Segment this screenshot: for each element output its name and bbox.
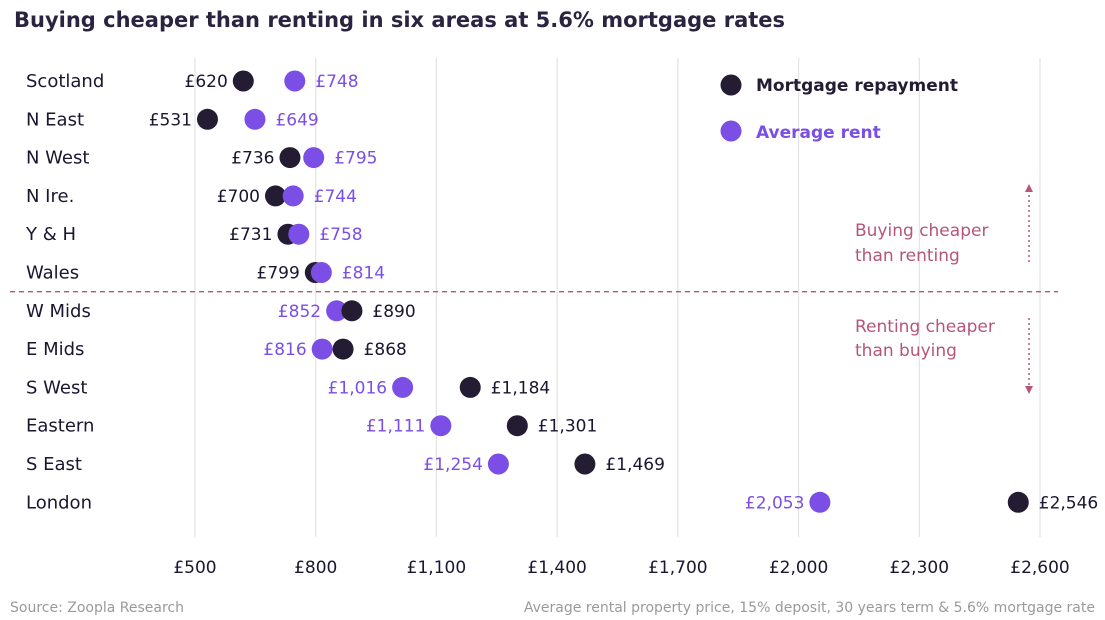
mortgage-point bbox=[264, 185, 286, 207]
rent-point bbox=[392, 376, 414, 398]
rent-value-label: £1,016 bbox=[328, 378, 387, 398]
legend-mortgage-label: Mortgage repayment bbox=[756, 76, 958, 96]
mortgage-value-label: £736 bbox=[231, 149, 274, 169]
x-tick-label: £500 bbox=[173, 558, 216, 578]
rent-value-label: £1,111 bbox=[366, 417, 425, 437]
rent-value-label: £744 bbox=[314, 187, 357, 207]
rent-value-label: £816 bbox=[263, 340, 306, 360]
rent-value-label: £758 bbox=[319, 225, 362, 245]
mortgage-value-label: £1,301 bbox=[538, 417, 597, 437]
annotation-upper-line1: Buying cheaper bbox=[855, 221, 988, 241]
category-label: Y & H bbox=[25, 224, 76, 245]
x-tick-label: £1,700 bbox=[648, 558, 707, 578]
mortgage-value-label: £731 bbox=[229, 225, 272, 245]
mortgage-point bbox=[232, 70, 254, 92]
x-tick-label: £2,600 bbox=[1010, 558, 1069, 578]
category-label: London bbox=[26, 492, 92, 513]
x-axis-ticks: £500 £800 £1,100 £1,400 £1,700 £2,000 £2,300 £2… bbox=[173, 558, 1069, 578]
rent-point bbox=[311, 338, 333, 360]
category-label: S East bbox=[26, 454, 82, 475]
legend-rent-label: Average rent bbox=[756, 123, 881, 143]
category-label: Eastern bbox=[26, 416, 94, 437]
footer-source: Source: Zoopla Research bbox=[10, 600, 184, 616]
rent-value-label: £649 bbox=[275, 110, 318, 130]
annotation-upper: Buying cheaper than renting bbox=[855, 184, 1033, 266]
x-tick-label: £2,000 bbox=[769, 558, 828, 578]
rent-point bbox=[809, 491, 831, 513]
x-tick-label: £1,400 bbox=[527, 558, 586, 578]
mortgage-point bbox=[1007, 491, 1029, 513]
mortgage-point bbox=[574, 453, 596, 475]
chart-title: Buying cheaper than renting in six areas… bbox=[14, 8, 785, 32]
legend-rent-marker bbox=[720, 120, 742, 142]
mortgage-value-label: £620 bbox=[185, 72, 228, 92]
category-label: N West bbox=[26, 148, 89, 169]
rent-value-label: £852 bbox=[278, 302, 321, 322]
mortgage-value-label: £890 bbox=[372, 302, 415, 322]
mortgage-point bbox=[459, 376, 481, 398]
x-tick-label: £2,300 bbox=[890, 558, 949, 578]
category-label: Wales bbox=[26, 263, 79, 284]
mortgage-value-label: £799 bbox=[257, 264, 300, 284]
rent-value-label: £795 bbox=[334, 149, 377, 169]
x-tick-label: £800 bbox=[294, 558, 337, 578]
rent-value-label: £748 bbox=[315, 72, 358, 92]
mortgage-point bbox=[341, 300, 363, 322]
rent-point bbox=[244, 108, 266, 130]
rent-point bbox=[326, 300, 348, 322]
annotation-lower-line1: Renting cheaper bbox=[855, 317, 995, 337]
rent-point bbox=[284, 70, 306, 92]
legend: Mortgage repayment Average rent bbox=[720, 74, 958, 143]
mortgage-value-label: £700 bbox=[217, 187, 260, 207]
mortgage-value-label: £1,184 bbox=[491, 378, 550, 398]
mortgage-value-label: £1,469 bbox=[605, 455, 664, 475]
rent-point bbox=[487, 453, 509, 475]
mortgage-value-label: £2,546 bbox=[1039, 493, 1098, 513]
mortgage-point bbox=[332, 338, 354, 360]
mortgage-point bbox=[279, 147, 301, 169]
arrow-down-icon bbox=[1025, 386, 1033, 394]
legend-mortgage-marker bbox=[720, 74, 742, 96]
category-label: S West bbox=[26, 377, 87, 398]
footer-note: Average rental property price, 15% depos… bbox=[524, 600, 1095, 616]
rent-point bbox=[282, 185, 304, 207]
grid bbox=[194, 58, 1041, 537]
mortgage-point bbox=[196, 108, 218, 130]
rent-value-label: £2,053 bbox=[745, 493, 804, 513]
rent-value-label: £1,254 bbox=[423, 455, 482, 475]
category-label: W Mids bbox=[26, 301, 91, 322]
annotation-lower: Renting cheaper than buying bbox=[855, 317, 1033, 394]
rent-point bbox=[303, 147, 325, 169]
mortgage-point bbox=[506, 415, 528, 437]
mortgage-value-label: £868 bbox=[364, 340, 407, 360]
category-labels: Scotland N East N West N Ire. Y & H Wales W Mi… bbox=[25, 71, 104, 513]
annotation-lower-line2: than buying bbox=[855, 341, 957, 361]
category-label: Scotland bbox=[26, 71, 104, 92]
rent-value-label: £814 bbox=[342, 264, 385, 284]
annotation-upper-line2: than renting bbox=[855, 246, 960, 266]
points: £620 £748 £531 £649£736 £795 £700 £744 £731 £758… bbox=[149, 70, 1098, 513]
rent-point bbox=[310, 262, 332, 283]
category-label: N Ire. bbox=[26, 186, 74, 207]
x-tick-label: £1,100 bbox=[407, 558, 466, 578]
category-label: E Mids bbox=[26, 339, 84, 360]
arrow-up-icon bbox=[1025, 184, 1033, 192]
category-label: N East bbox=[26, 109, 84, 130]
rent-point bbox=[430, 415, 452, 437]
rent-point bbox=[288, 223, 310, 245]
mortgage-value-label: £531 bbox=[149, 110, 192, 130]
